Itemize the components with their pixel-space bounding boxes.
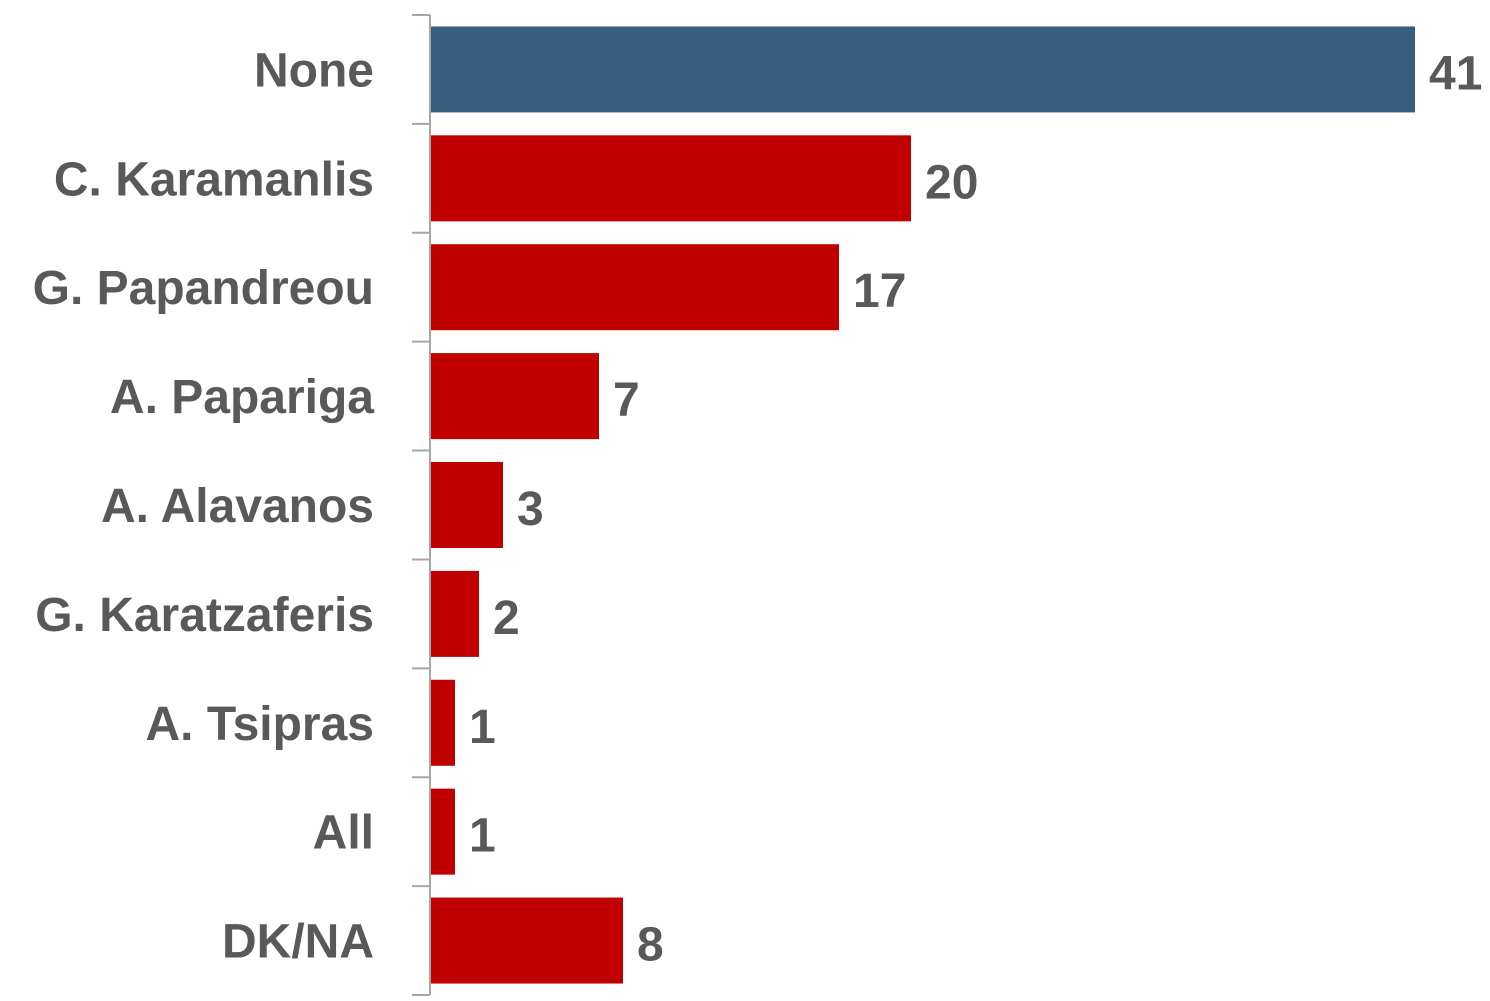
value-label: 7 — [613, 374, 640, 427]
bar-all — [431, 788, 455, 875]
value-label: 17 — [853, 265, 906, 318]
labels-group: None 41C. Karamanlis 20G. Papandreou 17A. P… — [33, 44, 1483, 971]
category-label: G. Papandreou — [33, 262, 374, 315]
bar-g-papandreou — [431, 244, 839, 331]
bars-group — [431, 26, 1415, 984]
value-label: 3 — [517, 483, 544, 536]
category-label: G. Karatzaferis — [35, 589, 374, 642]
value-label: 8 — [637, 919, 664, 972]
category-label: A. Tsipras — [145, 698, 374, 751]
bar-a-papariga — [431, 353, 599, 440]
bar-a-tsipras — [431, 679, 455, 766]
category-label: DK/NA — [222, 916, 374, 969]
bar-dk-na — [431, 897, 623, 984]
bar-g-karatzaferis — [431, 570, 479, 657]
value-label: 1 — [469, 701, 496, 754]
category-label: C. Karamanlis — [54, 153, 374, 206]
category-label: A. Alavanos — [101, 480, 374, 533]
category-label: None — [254, 44, 374, 97]
bar-none — [431, 26, 1415, 113]
value-label: 1 — [469, 810, 496, 863]
value-label: 20 — [925, 156, 978, 209]
category-label: All — [313, 807, 374, 860]
value-label: 41 — [1429, 47, 1482, 100]
bar-a-alavanos — [431, 462, 503, 548]
category-label: A. Papariga — [110, 371, 374, 424]
value-label: 2 — [493, 592, 520, 645]
bar-c-karamanlis — [431, 135, 911, 222]
category-axis — [412, 14, 431, 996]
